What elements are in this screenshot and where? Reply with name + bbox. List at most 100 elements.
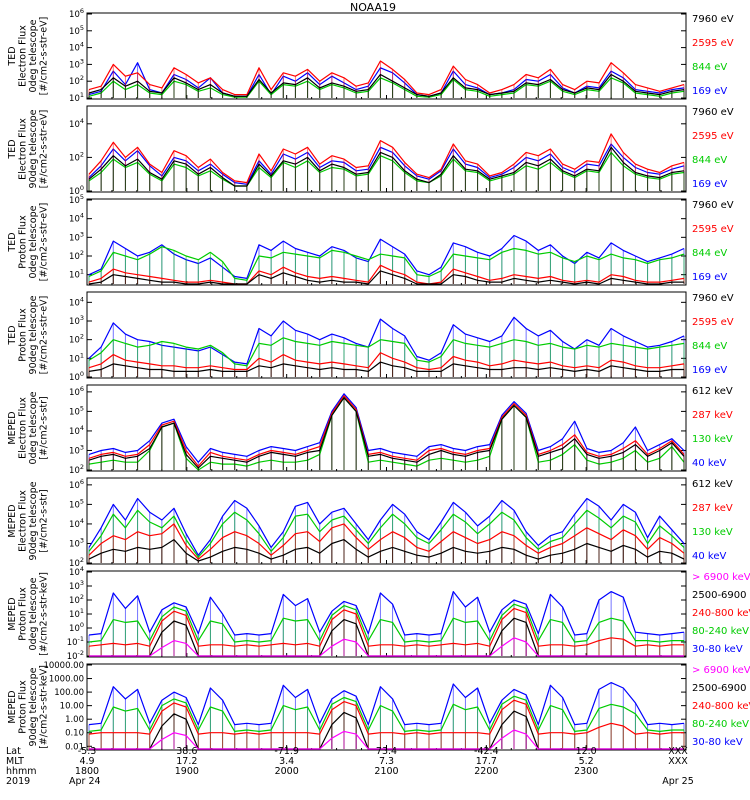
y-tick-label: 102 [69, 74, 84, 87]
y-tick-exponent: 2 [80, 333, 84, 341]
y-tick-exponent: 5 [80, 404, 84, 412]
y-tick-exponent: 2 [80, 463, 84, 471]
x-tick-label: 17.7 [476, 756, 497, 767]
series-line-5 [89, 637, 684, 657]
y-tick-label: 0.10 [65, 729, 84, 739]
x-tick-label: -42.4 [474, 746, 499, 757]
legend-entry: 2595 eV [692, 131, 734, 142]
series-line-1 [88, 591, 685, 636]
y-tick-exponent: 2 [80, 74, 84, 82]
y-tick-exponent: 3 [80, 230, 84, 238]
legend-entry: 844 eV [692, 155, 727, 166]
y-axis-label-line: [#/cm2-s-str-eV] [39, 110, 50, 189]
y-tick-exponent: 4 [80, 424, 84, 432]
x-tick-label: Apr 25 [662, 776, 694, 787]
y-axis-label-line: 0deg telescope [28, 391, 39, 464]
panel-frame [86, 663, 687, 751]
legend-entry: 844 eV [692, 341, 727, 352]
y-tick-exponent: 4 [80, 565, 84, 573]
y-tick-exponent: 6 [80, 385, 84, 393]
legend-entry: 80-240 keV [692, 719, 749, 730]
series-line-2 [88, 603, 684, 643]
series-line-1 [88, 497, 685, 556]
y-tick-label: 104 [69, 41, 84, 54]
series-line-1 [88, 393, 685, 463]
x-tick-label: 1800 [75, 766, 99, 777]
x-tick-label: 4.9 [79, 756, 94, 767]
y-axis-label: TEDElectron Flux0deg telescope[#/cm2-s-s… [7, 17, 50, 96]
x-tick-label: XXX [668, 756, 688, 767]
y-tick-label: 105 [69, 404, 84, 417]
y-tick-label: 1000.00 [49, 675, 84, 685]
y-axis-label-line: Proton Flux [18, 308, 29, 362]
y-tick-label: 101 [69, 607, 84, 620]
y-tick-exponent: -1 [78, 635, 84, 643]
y-tick-exponent: 3 [80, 57, 84, 65]
y-axis-label-line: Proton Flux [18, 587, 29, 641]
y-tick-label: 106 [69, 478, 84, 491]
y-axis-label-line: [#/cm2-s-str-eV] [39, 17, 50, 96]
y-axis-label-line: 90deg telescope [28, 295, 39, 374]
x-row-label: hhmm [6, 766, 37, 777]
legend-entry: 287 keV [692, 503, 733, 514]
y-tick-label: 10-1 [67, 635, 84, 648]
y-tick-label: 106 [69, 7, 84, 20]
legend-entry: 7960 eV [692, 293, 734, 304]
legend-entry: 130 keV [692, 527, 733, 538]
x-row-label: 2019 [6, 776, 30, 787]
x-tick-label: 17.2 [176, 756, 197, 767]
x-tick-label: -5.3 [78, 746, 97, 757]
legend-entry: 2500-6900 [692, 590, 747, 601]
y-tick-label: 102 [69, 249, 84, 262]
legend-entry: 7960 eV [692, 200, 734, 211]
panel-frame [86, 12, 687, 100]
series-line-4 [88, 397, 685, 469]
y-tick-exponent: 4 [80, 295, 84, 303]
series-line-2 [88, 695, 684, 732]
y-tick-exponent: 0 [80, 370, 84, 378]
panel-frame [86, 198, 687, 286]
legend-entry: 80-240 keV [692, 626, 749, 637]
legend-entry: 844 eV [692, 62, 727, 73]
y-tick-label: 104 [69, 517, 84, 530]
y-tick-label: 104 [69, 212, 84, 225]
y-axis-label: MEPEDElectron Flux90deg telescope[#/cm2-… [7, 481, 50, 560]
y-tick-exponent: 2 [80, 249, 84, 257]
y-tick-label: 100.00 [54, 688, 84, 698]
y-tick-label: 102 [69, 150, 84, 163]
y-tick-label: 100 [69, 621, 84, 634]
chart-title: NOAA19 [350, 1, 396, 14]
series-line-4 [89, 617, 684, 657]
y-axis-label-line: 0deg telescope [28, 19, 39, 92]
y-axis-label-line: Electron Flux [18, 118, 29, 180]
y-tick-label: 103 [69, 314, 84, 327]
y-axis-label: MEPEDElectron Flux0deg telescope[#/cm2-s… [7, 391, 50, 464]
series-line-2 [88, 246, 685, 281]
x-tick-label: 3.4 [279, 756, 294, 767]
y-axis-label-line: MEPED [7, 690, 18, 723]
series-line-1 [88, 143, 685, 185]
x-tick-label: 2200 [474, 766, 498, 777]
series-line-3 [88, 607, 684, 647]
y-axis-label: MEPEDProton Flux90deg telescope[#/cm2-s-… [7, 665, 50, 749]
legend-entry: 2595 eV [692, 317, 734, 328]
series-line-4 [88, 361, 684, 372]
x-tick-label: 2000 [275, 766, 299, 777]
y-tick-label: 103 [69, 536, 84, 549]
series-line-2 [88, 509, 685, 558]
y-tick-exponent: 2 [80, 556, 84, 564]
y-axis-label-line: Electron Flux [18, 490, 29, 552]
y-tick-exponent: 5 [80, 24, 84, 32]
legend-entry: 7960 eV [692, 14, 734, 25]
y-tick-label: 103 [69, 230, 84, 243]
series-line-4 [88, 270, 684, 285]
y-tick-label: 1.00 [65, 715, 84, 725]
legend-entry: > 6900 keV [692, 572, 750, 583]
y-tick-exponent: 4 [80, 117, 84, 125]
series-line-1 [88, 682, 685, 726]
y-tick-label: 105 [69, 497, 84, 510]
y-tick-exponent: 0 [80, 184, 84, 192]
